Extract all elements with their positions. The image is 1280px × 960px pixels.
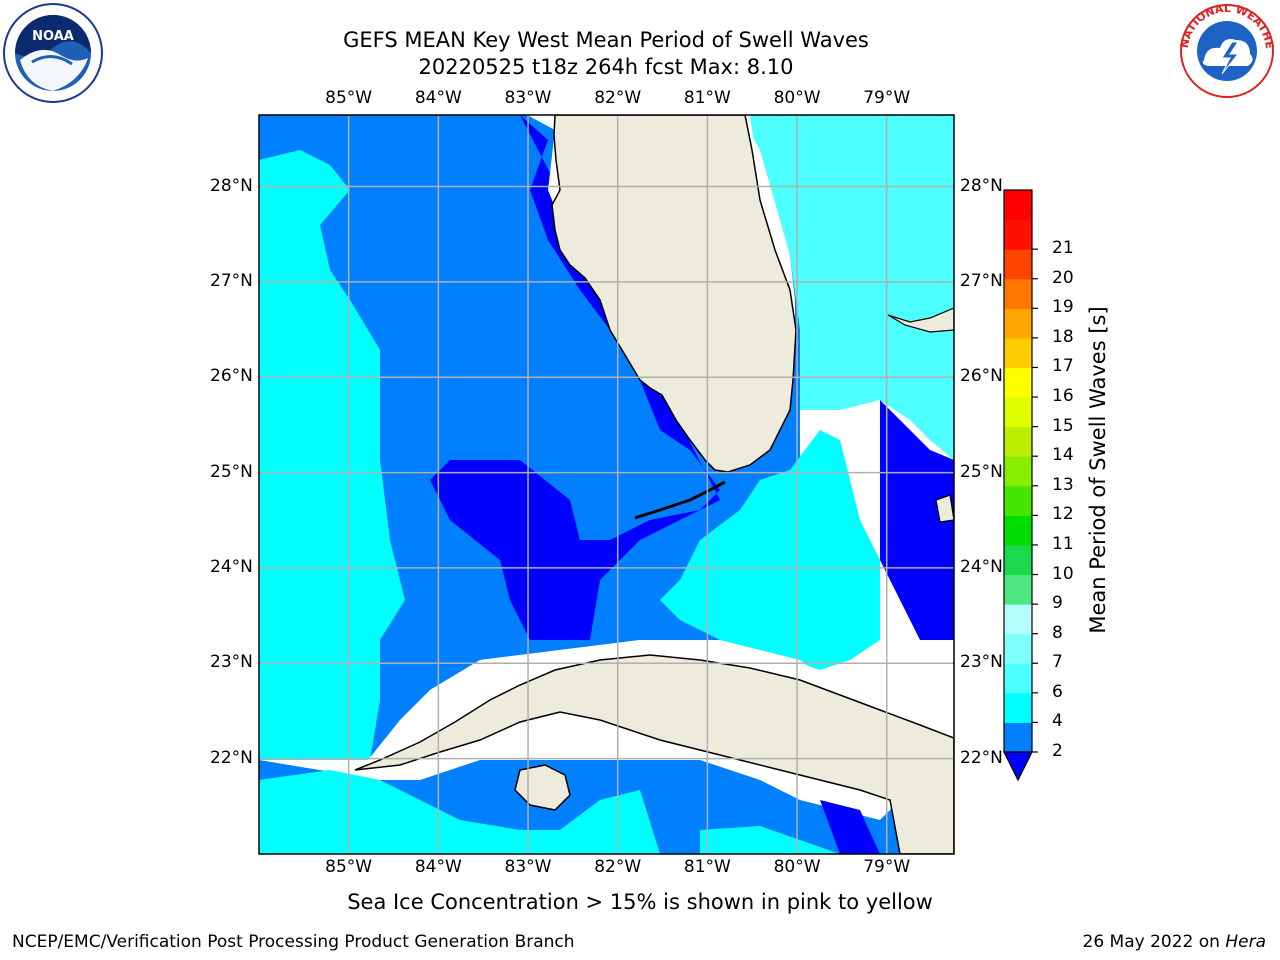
- colorbar-title: Mean Period of Swell Waves [s]: [1086, 306, 1110, 634]
- lon-label-top: 81°W: [683, 88, 731, 108]
- lon-label-bottom: 82°W: [594, 857, 642, 877]
- colorbar-segment: [1004, 574, 1032, 605]
- colorbar-under-arrow: [1003, 751, 1033, 782]
- noaa-logo: NOAA: [3, 3, 103, 103]
- swell-band-below-2-bahamas: [880, 400, 954, 640]
- lon-label-bottom: 79°W: [863, 857, 911, 877]
- colorbar-tick-label: 9: [1052, 593, 1063, 614]
- colorbar-outline: [1003, 189, 1033, 753]
- colorbar-tick-label: 6: [1052, 681, 1063, 702]
- colorbar-tick-label: 20: [1052, 267, 1074, 288]
- lat-label-right: 28°N: [960, 175, 1003, 196]
- lon-label-bottom: 83°W: [504, 857, 552, 877]
- colorbar-tick-label: 18: [1052, 326, 1074, 347]
- lat-label-left: 23°N: [210, 652, 253, 673]
- footer-credit: NCEP/EMC/Verification Post Processing Pr…: [12, 932, 575, 952]
- footer-date: 26 May 2022 on Hera: [1083, 932, 1267, 952]
- lon-label-bottom: 80°W: [773, 857, 821, 877]
- colorbar-tick-label: 2: [1052, 741, 1063, 761]
- colorbar-segment: [1004, 308, 1032, 339]
- lat-label-right: 23°N: [960, 652, 1003, 673]
- lon-label-top: 80°W: [773, 88, 821, 108]
- swell-band-4-6-south: [259, 770, 660, 854]
- colorbar-segment: [1004, 515, 1032, 546]
- map-frame: [259, 115, 954, 854]
- colorbar-segment: [1004, 249, 1032, 280]
- florida-keys: [634, 480, 726, 520]
- lat-label-left: 24°N: [210, 556, 253, 577]
- lon-label-top: 82°W: [594, 88, 642, 108]
- colorbar-tick-label: 7: [1052, 652, 1063, 673]
- lon-label-top: 79°W: [863, 88, 911, 108]
- colorbar-tick-label: 10: [1052, 563, 1074, 584]
- colorbar-segment: [1004, 190, 1032, 221]
- colorbar-segment: [1004, 456, 1032, 487]
- colorbar-tick-label: 8: [1052, 622, 1063, 643]
- colorbar-segment: [1004, 633, 1032, 664]
- colorbar-segment: [1004, 278, 1032, 309]
- lat-label-left: 28°N: [210, 175, 253, 196]
- lat-label-left: 26°N: [210, 366, 253, 387]
- swell-band-4-6-south-east: [700, 826, 840, 854]
- colorbar-tick-label: 15: [1052, 415, 1074, 436]
- colorbar-segment: [1004, 663, 1032, 694]
- sea-ice-note: Sea Ice Concentration > 15% is shown in …: [347, 890, 933, 914]
- colorbar-segment: [1004, 722, 1032, 753]
- lat-label-right: 26°N: [960, 366, 1003, 387]
- map-subtitle: 20220525 t18z 264h fcst Max: 8.10: [418, 55, 794, 79]
- colorbar-tick-label: 13: [1052, 474, 1074, 495]
- colorbar-tick-label: 4: [1052, 711, 1063, 732]
- bahamas-grand-bahama: [887, 307, 954, 333]
- lat-label-right: 25°N: [960, 461, 1003, 482]
- lon-label-bottom: 81°W: [683, 857, 731, 877]
- footer-host: Hera: [1225, 932, 1266, 952]
- nws-logo: NATIONAL WEATHER SERVICE: [1176, 2, 1276, 98]
- lon-label-top: 85°W: [325, 88, 373, 108]
- colorbar-segment: [1004, 604, 1032, 635]
- colorbar-tick-label: 14: [1052, 445, 1074, 466]
- map-grid: [259, 115, 954, 854]
- lat-label-left: 22°N: [210, 747, 253, 768]
- colorbar: [1003, 189, 1038, 782]
- lon-label-top: 84°W: [414, 88, 462, 108]
- swell-band-below-2-gulf: [430, 115, 720, 640]
- colorbar-tick-label: 12: [1052, 504, 1074, 525]
- swell-band-4-6-straits: [660, 430, 880, 670]
- lat-label-right: 24°N: [960, 556, 1003, 577]
- colorbar-segment: [1004, 544, 1032, 576]
- lat-label-left: 25°N: [210, 461, 253, 482]
- footer-date-text: 26 May 2022 on: [1082, 932, 1226, 952]
- colorbar-tick-label: 19: [1052, 297, 1074, 318]
- noaa-logo-text: NOAA: [32, 29, 74, 44]
- lat-label-right: 22°N: [960, 747, 1003, 768]
- map-border: [258, 114, 955, 855]
- colorbar-segment: [1004, 426, 1032, 457]
- swell-band-6-8-atlantic: [750, 115, 954, 460]
- swell-band-4-6-west: [259, 150, 405, 760]
- colorbar-segment: [1004, 485, 1032, 516]
- colorbar-tick-label: 16: [1052, 386, 1074, 407]
- lat-label-left: 27°N: [210, 270, 253, 291]
- colorbar-segment: [1004, 337, 1032, 368]
- colorbar-tick-label: 11: [1052, 533, 1074, 554]
- florida-land: [551, 115, 797, 473]
- bahamas-andros: [935, 494, 954, 523]
- swell-band-below-2-south: [820, 800, 880, 854]
- colorbar-tick-label: 17: [1052, 356, 1074, 377]
- lon-label-top: 83°W: [504, 88, 552, 108]
- colorbar-segment: [1004, 397, 1032, 428]
- lon-label-bottom: 84°W: [414, 857, 462, 877]
- colorbar-segment: [1004, 692, 1032, 723]
- colorbar-segment: [1004, 219, 1032, 250]
- colorbar-tick-label: 21: [1052, 238, 1074, 259]
- map-title: GEFS MEAN Key West Mean Period of Swell …: [343, 28, 869, 52]
- colorbar-segment: [1004, 367, 1032, 398]
- lon-label-bottom: 85°W: [325, 857, 373, 877]
- cuba-land: [354, 654, 954, 854]
- lat-label-right: 27°N: [960, 270, 1003, 291]
